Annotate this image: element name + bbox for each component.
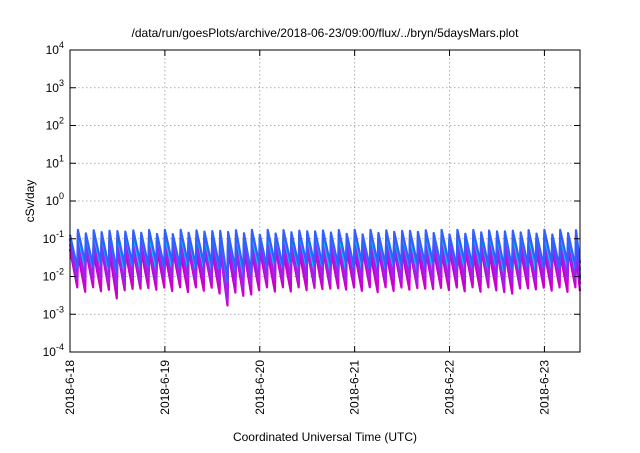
y-tick-label: 10-2 [43, 267, 64, 284]
chart-title: /data/run/goesPlots/archive/2018-06-23/0… [132, 26, 520, 40]
x-tick-label: 2018-6-23 [537, 360, 551, 415]
y-axis-label: cSv/day [23, 180, 37, 223]
x-tick-label: 2018-6-19 [158, 360, 172, 415]
x-tick-label: 2018-6-21 [348, 360, 362, 415]
y-tick-label: 104 [46, 40, 64, 57]
y-tick-label: 10-3 [43, 304, 64, 321]
y-tick-label: 102 [46, 116, 64, 133]
y-tick-label: 100 [46, 191, 64, 208]
y-axis: 10-4 10-3 10-2 10-1 100 101 102 103 104 [43, 40, 580, 359]
y-tick-label: 101 [46, 153, 64, 170]
y-tick-label: 10-4 [43, 342, 64, 359]
x-axis: 2018-6-18 2018-6-19 2018-6-20 2018-6-21 2018… [63, 50, 551, 415]
x-tick-label: 2018-6-22 [443, 360, 457, 415]
x-tick-label: 2018-6-20 [253, 360, 267, 415]
series-group [68, 228, 582, 307]
y-tick-label: 10-1 [43, 229, 64, 246]
x-tick-label: 2018-6-18 [63, 360, 77, 415]
y-tick-label: 103 [46, 78, 64, 95]
x-axis-label: Coordinated Universal Time (UTC) [233, 430, 417, 444]
series-line [68, 228, 582, 283]
grid-lines [70, 50, 580, 352]
